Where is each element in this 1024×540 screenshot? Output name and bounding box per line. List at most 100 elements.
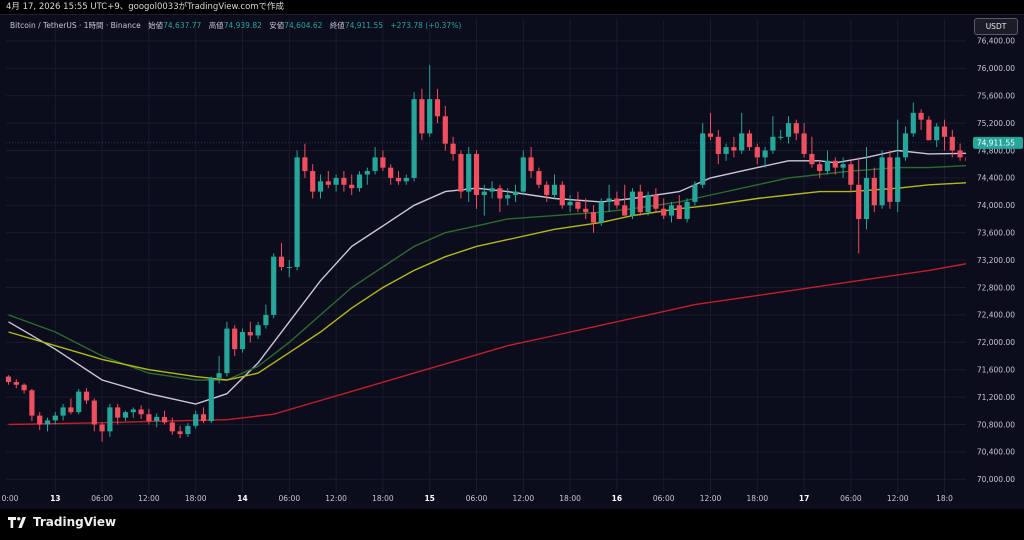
time-tick-label: 14 <box>237 494 247 503</box>
candle <box>941 119 948 151</box>
candle-body <box>793 123 799 134</box>
candle-body <box>590 212 597 223</box>
time-tick-label: 15 <box>424 494 434 503</box>
candle <box>239 328 246 353</box>
candle-body <box>302 157 308 172</box>
candle <box>52 412 58 425</box>
candle-body <box>473 153 480 196</box>
candle-body <box>918 112 924 120</box>
price-tick-label: 75,600.00 <box>977 92 1015 101</box>
candle <box>489 181 495 199</box>
time-tick-label: 18:00 <box>559 494 581 503</box>
candle <box>606 184 612 213</box>
candle <box>310 164 316 199</box>
symbol-label[interactable]: Bitcoin / TetherUS · 1時間 · Binance <box>10 21 141 30</box>
candle-body <box>325 181 331 185</box>
candle-body <box>707 133 714 137</box>
candle-body <box>91 400 97 425</box>
candle-body <box>458 153 464 192</box>
chart-frame[interactable]: 70,000.00 70,400.00 70,800.00 71,200.00 71,6… <box>0 14 1024 510</box>
candle <box>193 410 199 429</box>
last-price-badge <box>973 136 1023 149</box>
candle <box>356 171 363 192</box>
candle-body <box>668 205 675 216</box>
candle <box>216 356 222 384</box>
price-tick-label: 72,400.00 <box>977 311 1015 320</box>
candle-body <box>544 184 550 196</box>
candle-body <box>5 376 12 383</box>
candle-body <box>661 208 667 216</box>
last-price-marker: 74,911.55 <box>6 136 1023 149</box>
candle-body <box>957 150 963 158</box>
candle <box>707 112 714 141</box>
candle <box>434 88 441 124</box>
candle <box>68 398 74 415</box>
candles <box>5 64 994 442</box>
moving-average-line <box>8 262 969 426</box>
candle <box>637 184 643 216</box>
candle <box>692 181 698 206</box>
candle <box>731 136 737 158</box>
candle-body <box>785 123 792 137</box>
candle <box>466 147 472 202</box>
candle <box>364 167 370 185</box>
candle-body <box>520 157 526 192</box>
candle-body <box>770 136 776 151</box>
candle-body <box>200 414 207 422</box>
time-tick-label: 06:00 <box>91 494 113 503</box>
candle-body <box>871 177 877 206</box>
candle-body <box>887 157 893 202</box>
time-tick-label: 18:00 <box>372 494 394 503</box>
candle-body <box>754 147 760 158</box>
candle-body <box>551 184 558 196</box>
price-tick-label: 71,600.00 <box>977 366 1015 375</box>
candle <box>590 205 597 233</box>
candle-body <box>676 205 682 220</box>
currency-badge[interactable]: USDT <box>974 18 1018 35</box>
candle-body <box>629 191 636 216</box>
candle <box>629 188 636 220</box>
candle-body <box>824 160 831 172</box>
price-tick-label: 76,000.00 <box>977 64 1015 73</box>
candle <box>302 143 308 178</box>
candle <box>957 143 963 161</box>
price-tick-label: 73,600.00 <box>977 229 1015 238</box>
price-tick-label: 71,200.00 <box>977 393 1015 402</box>
candle <box>949 129 955 158</box>
candle <box>263 304 269 329</box>
price-tick-label: 74,800.00 <box>977 146 1015 155</box>
price-tick-label: 70,000.00 <box>977 475 1015 484</box>
candle <box>754 143 760 165</box>
candle-body <box>317 181 324 192</box>
candle-body <box>731 147 737 151</box>
time-axis: 0:00 13 06:00 12:00 18:00 14 06:00 12:00 18:00 15… <box>2 494 954 503</box>
candle <box>388 164 394 185</box>
candle <box>528 147 534 178</box>
candle <box>403 174 409 185</box>
candle <box>887 150 893 209</box>
candle <box>130 407 136 418</box>
candle <box>746 129 753 151</box>
candle <box>879 150 885 209</box>
price-tick-label: 70,400.00 <box>977 448 1015 457</box>
high-value: 74,939.82 <box>223 21 262 30</box>
last-price-label: 74,911.55 <box>977 139 1015 148</box>
candle-body <box>614 198 620 206</box>
candle-body <box>294 157 300 267</box>
candle <box>684 198 690 223</box>
price-chart[interactable]: 70,000.00 70,400.00 70,800.00 71,200.00 71,6… <box>0 15 1024 510</box>
grid-lines <box>6 19 966 493</box>
price-tick-label: 72,800.00 <box>977 283 1015 292</box>
candle <box>863 147 870 230</box>
candle <box>37 412 43 430</box>
candle-body <box>185 425 191 435</box>
candle-body <box>247 332 253 336</box>
candle <box>902 126 909 161</box>
candle <box>395 171 402 185</box>
brand-logo[interactable]: TradingView <box>8 515 116 529</box>
candle-body <box>622 205 628 216</box>
open-value: 74,637.77 <box>163 21 202 30</box>
candle <box>871 167 877 213</box>
candle <box>13 379 19 389</box>
time-tick-label: 18:00 <box>185 494 207 503</box>
